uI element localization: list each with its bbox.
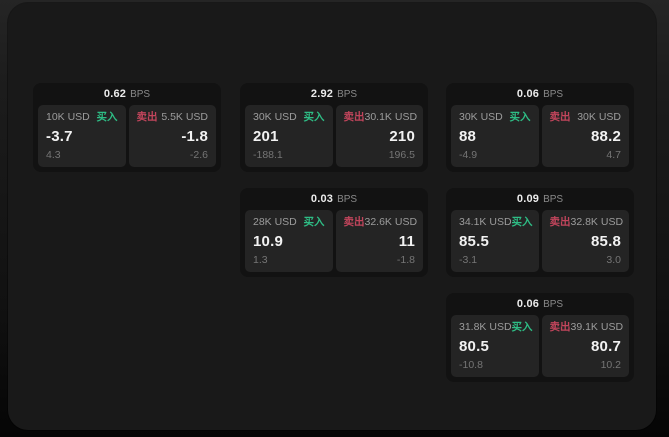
bps-value: 0.06 — [516, 298, 540, 310]
bps-value: 0.09 — [516, 193, 540, 205]
sell-quote-panel[interactable]: 卖出 32.8K USD 85.8 3.0 — [541, 210, 629, 272]
buy-label: 买入 — [303, 111, 325, 123]
sell-label: 卖出 — [549, 216, 571, 228]
sell-delta: 196.5 — [388, 149, 415, 161]
buy-delta: 1.3 — [253, 254, 268, 266]
sell-delta: -2.6 — [189, 149, 208, 161]
buy-delta: -10.8 — [459, 359, 483, 371]
quote-card-5: 0.09 BPS 34.1K USD 买入 85.5 -3.1 卖出 32.8K… — [446, 188, 634, 277]
sell-label: 卖出 — [549, 321, 571, 333]
buy-price: 88 — [459, 127, 477, 145]
sell-price: -1.8 — [181, 127, 208, 145]
buy-label: 买入 — [511, 216, 533, 228]
quote-card-2: 2.92 BPS 30K USD 买入 201 -188.1 卖出 30.1K … — [240, 83, 428, 172]
sell-price: 11 — [398, 232, 415, 250]
sell-label: 卖出 — [343, 216, 365, 228]
buy-quote-panel[interactable]: 28K USD 买入 10.9 1.3 — [245, 210, 333, 272]
sell-price: 80.7 — [591, 337, 621, 355]
bps-unit: BPS — [543, 298, 564, 310]
buy-amount: 28K USD — [253, 216, 297, 228]
sell-price: 85.8 — [591, 232, 621, 250]
buy-amount: 34.1K USD — [459, 216, 512, 228]
buy-price: 85.5 — [459, 232, 489, 250]
sell-quote-panel[interactable]: 卖出 30.1K USD 210 196.5 — [335, 105, 423, 167]
sell-quote-panel[interactable]: 卖出 32.6K USD 11 -1.8 — [335, 210, 423, 272]
buy-price: 201 — [253, 127, 279, 145]
bps-value: 0.62 — [103, 88, 127, 100]
buy-amount: 10K USD — [46, 111, 90, 123]
sell-label: 卖出 — [343, 111, 365, 123]
sell-quote-panel[interactable]: 卖出 30K USD 88.2 4.7 — [541, 105, 629, 167]
buy-label: 买入 — [303, 216, 325, 228]
buy-delta: -3.1 — [459, 254, 478, 266]
quote-card-4: 0.03 BPS 28K USD 买入 10.9 1.3 卖出 32.6K US… — [240, 188, 428, 277]
bps-value: 2.92 — [310, 88, 334, 100]
bps-header: 0.03 BPS — [240, 188, 428, 210]
quote-card-6: 0.06 BPS 31.8K USD 买入 80.5 -10.8 卖出 39.1… — [446, 293, 634, 382]
bps-header: 0.09 BPS — [446, 188, 634, 210]
bps-value: 0.03 — [310, 193, 334, 205]
bps-unit: BPS — [337, 88, 358, 100]
buy-delta: 4.3 — [46, 149, 61, 161]
buy-quote-panel[interactable]: 31.8K USD 买入 80.5 -10.8 — [451, 315, 539, 377]
buy-quote-panel[interactable]: 30K USD 买入 88 -4.9 — [451, 105, 539, 167]
buy-label: 买入 — [509, 111, 531, 123]
sell-quote-panel[interactable]: 卖出 39.1K USD 80.7 10.2 — [541, 315, 629, 377]
sell-amount: 5.5K USD — [161, 111, 208, 123]
buy-amount: 31.8K USD — [459, 321, 512, 333]
sell-amount: 39.1K USD — [570, 321, 624, 333]
quotes-panel: 0.62 BPS 10K USD 买入 -3.7 4.3 卖出 5.5K USD… — [8, 3, 656, 430]
bps-header: 0.06 BPS — [446, 83, 634, 105]
buy-label: 买入 — [511, 321, 533, 333]
sell-delta: 3.0 — [606, 254, 621, 266]
sell-amount: 32.8K USD — [570, 216, 624, 228]
buy-delta: -4.9 — [459, 149, 478, 161]
buy-price: -3.7 — [46, 127, 73, 145]
sell-label: 卖出 — [549, 111, 571, 123]
buy-price: 10.9 — [253, 232, 283, 250]
buy-quote-panel[interactable]: 30K USD 买入 201 -188.1 — [245, 105, 333, 167]
bps-header: 0.06 BPS — [446, 293, 634, 315]
bps-value: 0.06 — [516, 88, 540, 100]
bps-unit: BPS — [543, 193, 564, 205]
sell-delta: 4.7 — [606, 149, 621, 161]
bps-unit: BPS — [130, 88, 151, 100]
bps-header: 0.62 BPS — [33, 83, 221, 105]
buy-amount: 30K USD — [253, 111, 297, 123]
bps-unit: BPS — [543, 88, 564, 100]
buy-quote-panel[interactable]: 10K USD 买入 -3.7 4.3 — [38, 105, 126, 167]
bps-header: 2.92 BPS — [240, 83, 428, 105]
sell-label: 卖出 — [136, 111, 158, 123]
buy-delta: -188.1 — [253, 149, 283, 161]
buy-quote-panel[interactable]: 34.1K USD 买入 85.5 -3.1 — [451, 210, 539, 272]
sell-amount: 32.6K USD — [364, 216, 418, 228]
quote-card-1: 0.62 BPS 10K USD 买入 -3.7 4.3 卖出 5.5K USD… — [33, 83, 221, 172]
sell-amount: 30K USD — [577, 111, 621, 123]
sell-delta: -1.8 — [396, 254, 415, 266]
sell-delta: 10.2 — [600, 359, 621, 371]
sell-amount: 30.1K USD — [364, 111, 418, 123]
buy-label: 买入 — [96, 111, 118, 123]
sell-price: 88.2 — [591, 127, 621, 145]
buy-price: 80.5 — [459, 337, 489, 355]
bps-unit: BPS — [337, 193, 358, 205]
quote-card-3: 0.06 BPS 30K USD 买入 88 -4.9 卖出 30K USD 8… — [446, 83, 634, 172]
buy-amount: 30K USD — [459, 111, 503, 123]
sell-quote-panel[interactable]: 卖出 5.5K USD -1.8 -2.6 — [128, 105, 216, 167]
sell-price: 210 — [389, 127, 415, 145]
